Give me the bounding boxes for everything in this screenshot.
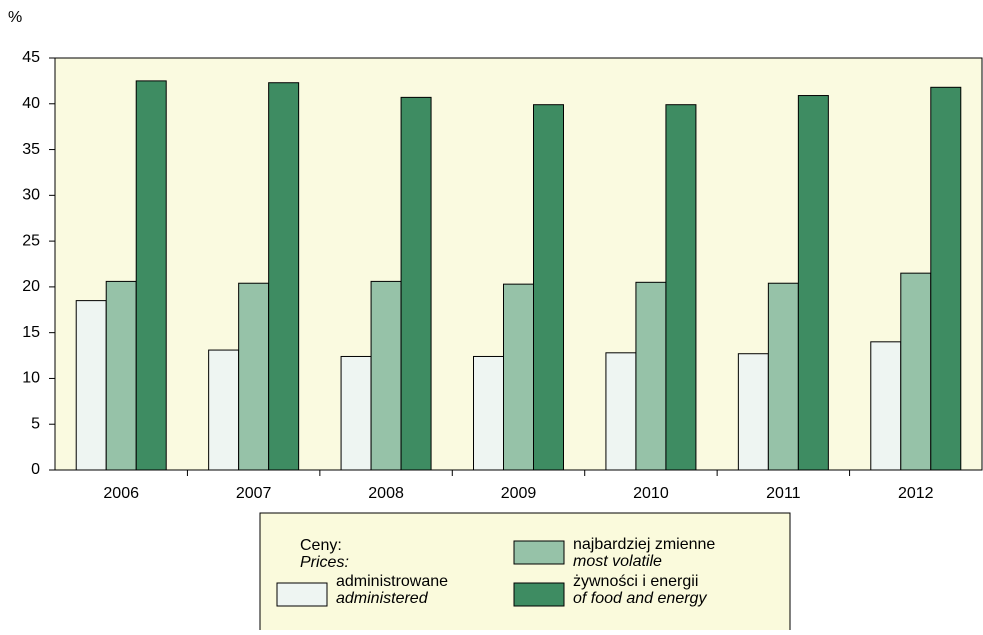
legend-label: żywności i energii — [573, 573, 698, 590]
legend-swatch — [513, 540, 565, 565]
y-tick-label: 20 — [22, 278, 40, 295]
x-tick-label: 2008 — [368, 485, 404, 502]
bar — [340, 355, 372, 471]
y-tick-label: 25 — [22, 232, 40, 249]
bar — [605, 352, 637, 471]
x-tick-label: 2010 — [633, 485, 669, 502]
bar — [208, 349, 240, 471]
y-tick-label: 30 — [22, 187, 40, 204]
bar — [930, 86, 962, 471]
bar — [75, 300, 107, 471]
legend-swatch — [513, 582, 565, 607]
bar — [400, 96, 432, 471]
legend-label: najbardziej zmienne — [573, 536, 715, 553]
y-tick-label: 5 — [31, 415, 40, 432]
bar — [238, 282, 270, 471]
bar — [533, 104, 564, 471]
legend-title: Ceny: — [300, 537, 342, 554]
legend-box — [259, 512, 791, 635]
bar — [473, 355, 504, 471]
bar — [105, 280, 137, 471]
bar — [268, 82, 300, 471]
x-tick-label: 2007 — [236, 485, 272, 502]
legend-label: of food and energy — [573, 590, 707, 607]
legend-label: administrowane — [336, 573, 448, 590]
x-tick-label: 2011 — [766, 485, 801, 502]
y-tick-label: 40 — [22, 95, 40, 112]
bar — [870, 341, 902, 471]
bar — [900, 272, 932, 471]
bar — [797, 95, 829, 471]
bar — [370, 280, 402, 471]
legend-label: most volatile — [573, 553, 662, 570]
x-tick-label: 2006 — [103, 485, 139, 502]
legend-swatch — [276, 582, 328, 607]
bar — [135, 80, 167, 471]
y-tick-label: 45 — [22, 49, 40, 66]
bar — [767, 282, 799, 471]
y-tick-label: 0 — [31, 461, 40, 478]
bar — [635, 281, 667, 471]
bar — [503, 283, 534, 471]
plot-border — [54, 57, 983, 471]
x-tick-label: 2009 — [501, 485, 537, 502]
legend-title: Prices: — [300, 554, 349, 571]
bar — [737, 353, 769, 471]
legend-label: administered — [336, 590, 429, 607]
x-tick-label: 2012 — [898, 485, 934, 502]
y-tick-label: 10 — [22, 370, 40, 387]
y-tick-label: 35 — [22, 141, 40, 158]
y-tick-label: 15 — [22, 324, 40, 341]
y-axis-label: % — [8, 9, 22, 26]
bar — [665, 104, 697, 471]
